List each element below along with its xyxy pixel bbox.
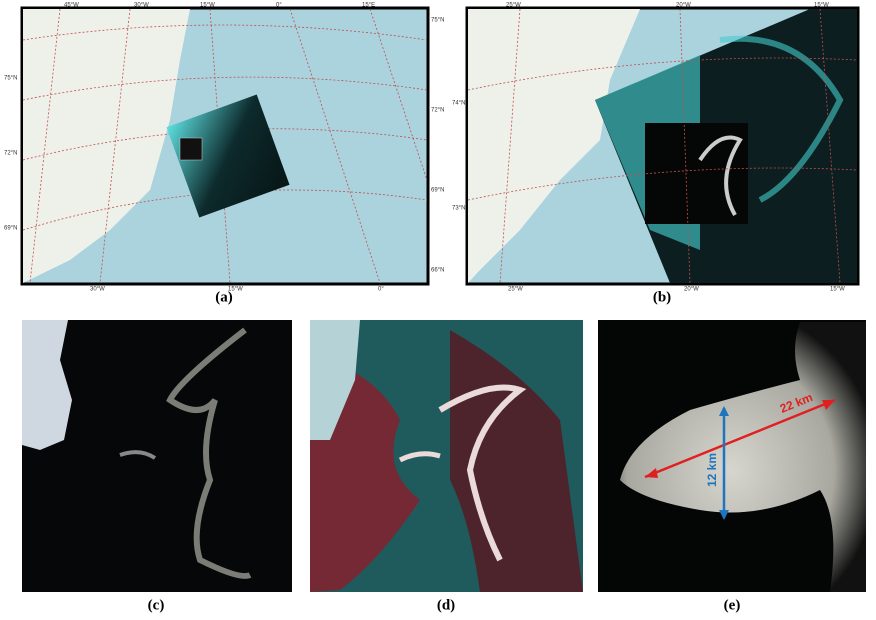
tick-label: 20°W — [676, 3, 691, 9]
tick-label: 25°W — [508, 287, 523, 293]
tick-label: 74°N — [452, 101, 465, 107]
tick-label: 25°W — [506, 3, 521, 9]
tick-label: 0° — [276, 3, 282, 9]
tick-label: 69°N — [4, 226, 17, 232]
tick-label: 0° — [378, 287, 384, 293]
map-a: 45°W 30°W 15°W 0° 15°E 75°N 72°N 69°N 75… — [4, 3, 444, 306]
tick-label: 15°W — [830, 287, 845, 293]
tick-label: 73°N — [452, 206, 465, 212]
tick-label: 75°N — [431, 18, 444, 24]
tick-label: 72°N — [4, 151, 17, 157]
image-d: (d) — [310, 320, 583, 613]
tick-label: 66°N — [431, 268, 444, 274]
figure: 45°W 30°W 15°W 0° 15°E 75°N 72°N 69°N 75… — [0, 0, 876, 620]
image-e: 22 km 12 km (e) — [598, 320, 866, 613]
image-c: (c) — [22, 320, 292, 613]
map-b: 25°W 20°W 15°W 74°N 73°N 25°W 20°W 15°W … — [452, 3, 858, 306]
panel-label: (a) — [215, 289, 233, 305]
panel-label: (e) — [724, 597, 741, 613]
tick-label: 15°W — [814, 3, 829, 9]
tick-label: 75°N — [4, 76, 17, 82]
annotation: 12 km — [705, 453, 719, 487]
tick-label: 15°E — [362, 3, 375, 9]
tick-label: 30°W — [134, 3, 149, 9]
panel-label: (d) — [437, 597, 455, 613]
tick-label: 20°W — [684, 287, 699, 293]
tick-label: 30°W — [90, 287, 105, 293]
tick-label: 69°N — [431, 188, 444, 194]
panel-label: (b) — [653, 289, 671, 305]
tick-label: 15°W — [200, 3, 215, 9]
tick-label: 45°W — [64, 3, 79, 9]
panel-label: (c) — [148, 597, 165, 613]
tick-label: 72°N — [431, 108, 444, 114]
